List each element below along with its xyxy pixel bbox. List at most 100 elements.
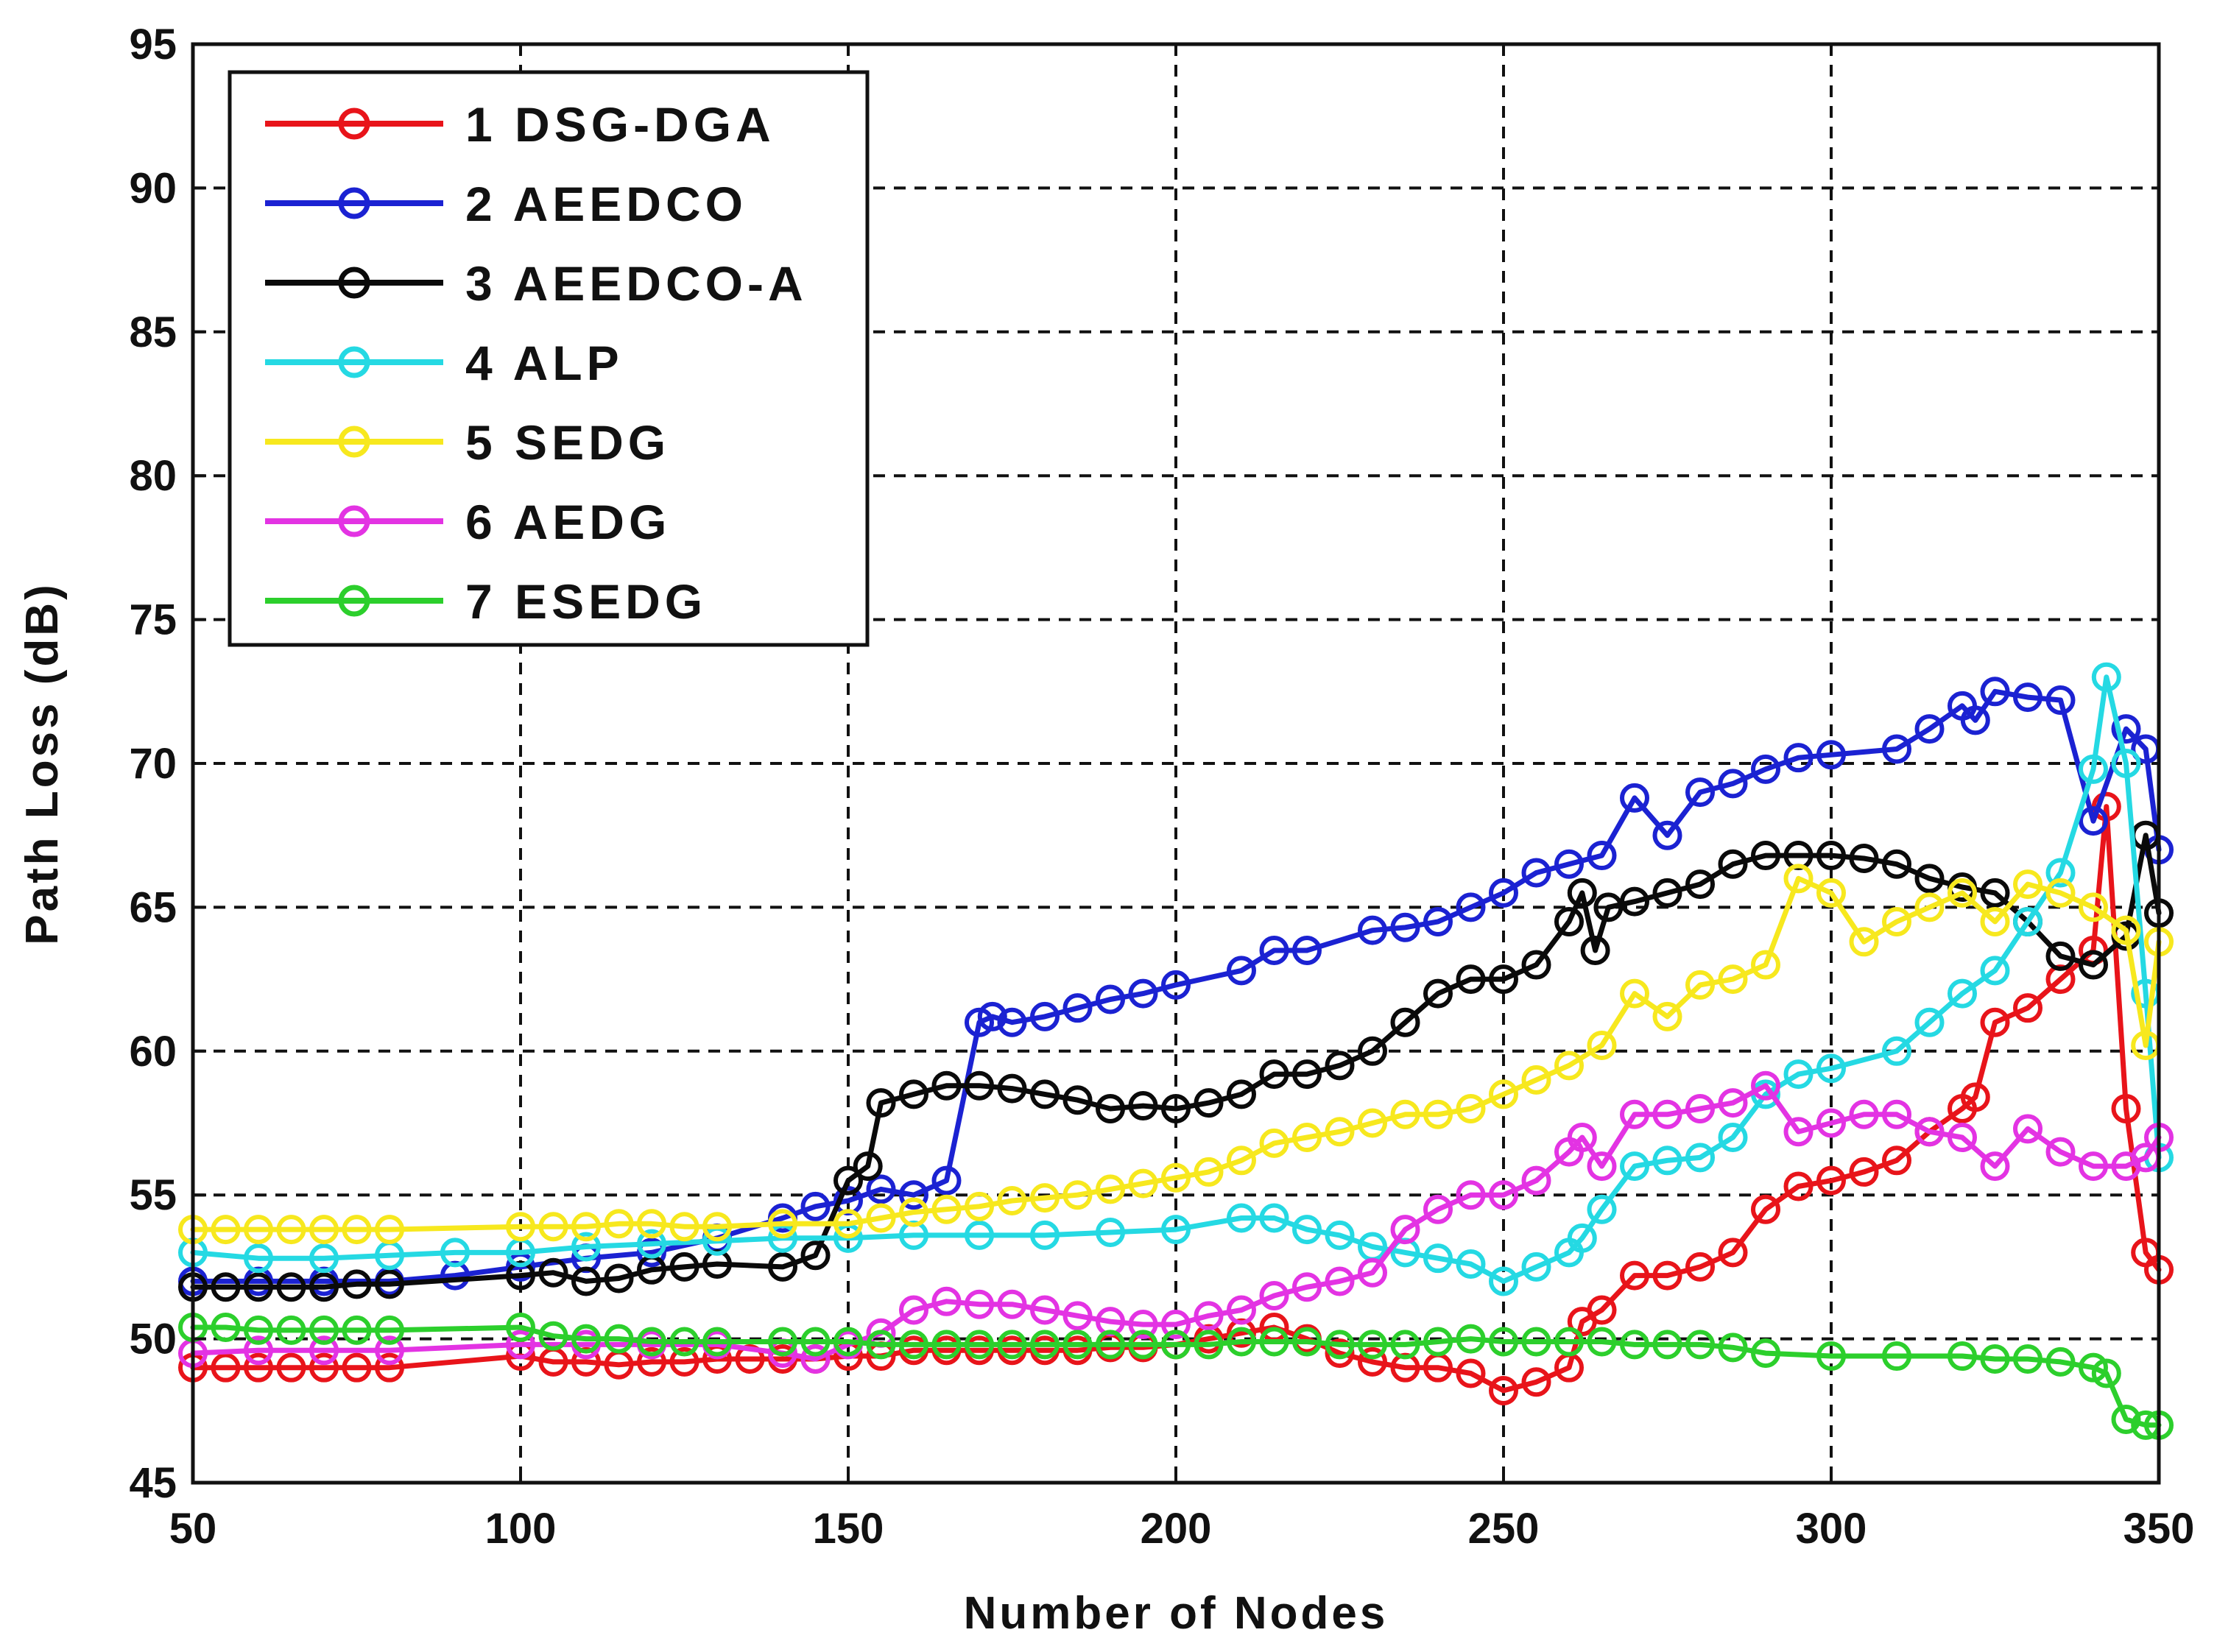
data-point (1030, 1079, 1060, 1109)
y-tick-label: 45 (129, 1459, 177, 1507)
data-point (244, 1335, 273, 1366)
data-point (866, 1088, 896, 1118)
data-point (309, 1315, 339, 1345)
data-point (899, 1197, 928, 1227)
legend-swatch-marker (338, 107, 370, 140)
data-point (1423, 1327, 1453, 1357)
data-point (1390, 912, 1420, 942)
y-axis-title: Path Loss (dB) (17, 582, 68, 945)
data-point (702, 1212, 732, 1242)
data-point (866, 1330, 896, 1360)
data-point (1652, 1146, 1682, 1176)
data-point (899, 1330, 928, 1360)
data-point (1521, 1252, 1551, 1282)
data-point (1489, 1079, 1518, 1109)
y-tick-label: 95 (129, 21, 177, 68)
series-5 (178, 864, 2174, 1245)
data-point (1567, 1223, 1597, 1253)
data-point (833, 1165, 863, 1196)
data-point (1751, 754, 1780, 784)
data-point (1227, 1079, 1256, 1109)
data-point (375, 1335, 404, 1366)
data-point (965, 1070, 994, 1101)
data-point (1718, 1238, 1748, 1268)
data-point (866, 1174, 896, 1204)
data-point (1030, 1330, 1060, 1360)
data-point (833, 1209, 863, 1239)
data-point (1914, 1007, 1945, 1037)
data-point (1096, 984, 1125, 1014)
data-point (1554, 1051, 1584, 1081)
data-point (637, 1327, 666, 1357)
data-point (1227, 1203, 1256, 1233)
x-tick-label: 150 (813, 1505, 884, 1553)
data-point (1292, 1215, 1322, 1245)
data-point (1620, 1260, 1649, 1291)
data-point (1062, 1330, 1093, 1360)
data-point (1849, 843, 1879, 873)
data-point (1783, 1117, 1814, 1147)
data-point (1567, 878, 1597, 908)
data-point (1521, 1165, 1551, 1196)
data-point (1620, 783, 1649, 813)
data-point (1980, 1007, 2010, 1037)
data-point (1980, 878, 2010, 908)
data-point (965, 1330, 994, 1360)
data-point (1593, 892, 1624, 922)
x-tick-label: 300 (1796, 1505, 1867, 1553)
data-point (1227, 956, 1256, 986)
series-layer (178, 662, 2174, 1440)
data-point (1882, 734, 1911, 764)
data-point (1685, 1252, 1715, 1282)
legend-box (228, 70, 870, 647)
data-point (1128, 1168, 1158, 1199)
legend-entry: 2 AEEDCO (265, 177, 743, 231)
data-point (800, 1191, 831, 1221)
data-point (1521, 950, 1551, 980)
data-point (1325, 1338, 1355, 1369)
data-point (342, 1215, 372, 1245)
data-point (1849, 1099, 1879, 1129)
data-point (768, 1252, 797, 1282)
data-point (1227, 1295, 1256, 1325)
legend-swatch-marker (338, 585, 370, 617)
legend-entry: 5 SEDG (265, 415, 666, 470)
data-point (1751, 950, 1780, 980)
x-tick-label: 200 (1141, 1505, 1212, 1553)
data-point (1620, 886, 1649, 917)
data-point (1948, 1123, 1977, 1153)
data-point (1685, 970, 1715, 1000)
data-point (997, 1007, 1027, 1037)
data-point (1882, 1099, 1911, 1129)
legend-swatch-marker (338, 426, 370, 458)
data-point (1325, 1266, 1355, 1296)
legend-swatch-marker (338, 346, 370, 378)
legend: 1 DSG-DGA 2 AEEDCO 3 AEEDCO-A 4 ALP 5 SEDG 6 … (228, 70, 870, 647)
data-point (1161, 1162, 1191, 1193)
data-point (440, 1238, 470, 1268)
data-point (1816, 841, 1846, 871)
y-tick-label: 85 (129, 308, 177, 356)
data-point (2079, 754, 2108, 784)
data-point (244, 1315, 273, 1345)
data-point (1489, 964, 1518, 995)
data-point (2111, 1093, 2141, 1123)
data-point (1161, 970, 1191, 1000)
data-point (1816, 1165, 1846, 1196)
data-point (2013, 682, 2042, 713)
data-point (997, 1073, 1027, 1104)
data-point (1325, 1220, 1355, 1250)
legend-entry: 6 AEDG (265, 495, 666, 549)
data-point (571, 1324, 601, 1354)
data-point (1783, 1059, 1814, 1090)
data-point (1227, 1327, 1256, 1357)
data-point (1096, 1330, 1125, 1360)
data-point (1783, 864, 1814, 894)
data-point (1685, 1143, 1715, 1173)
data-point (1652, 1001, 1682, 1031)
data-point (538, 1212, 568, 1242)
data-point (1882, 849, 1911, 879)
data-point (1882, 906, 1911, 936)
y-tick-label: 90 (129, 164, 177, 212)
data-point (1062, 1301, 1093, 1331)
